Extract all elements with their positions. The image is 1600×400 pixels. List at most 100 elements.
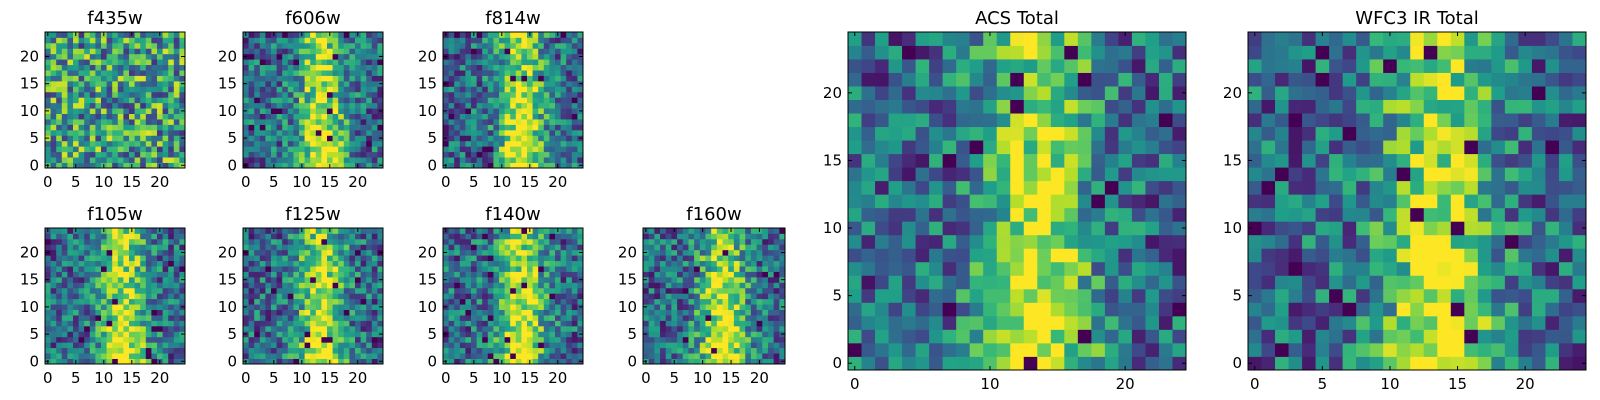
heatmap-cell [532,37,539,44]
heatmap-cell [722,298,729,305]
heatmap-cell [487,342,494,349]
heatmap-cell [371,260,378,267]
heatmap-cell [711,353,718,359]
heatmap-cell [902,356,916,371]
heatmap-cell [173,162,180,169]
heatmap-cell [332,255,339,262]
heatmap-cell [84,91,91,98]
heatmap-cell [321,238,328,245]
heatmap-cell [332,238,339,245]
heatmap-cell [162,32,169,38]
heatmap-cell [101,86,107,93]
heatmap-cell [521,113,528,120]
heatmap-cell [515,64,522,71]
heatmap-cell [711,249,718,256]
y-tick-label: 0 [29,156,39,174]
heatmap-cell [482,233,489,240]
heatmap-cell [482,342,489,349]
heatmap-cell [577,140,584,147]
heatmap-cell [366,80,373,87]
heatmap-cell [915,167,930,182]
heatmap-cell [157,64,163,71]
heatmap-cell [739,320,746,327]
heatmap-cell [454,260,461,267]
heatmap-cell [299,91,305,98]
heatmap-cell [151,287,158,294]
heatmap-cell [454,331,461,338]
heatmap-cell [888,207,903,222]
heatmap-cell [750,331,757,338]
heatmap-cell [349,97,356,104]
heatmap-cell [140,315,147,321]
heatmap-cell [254,298,261,305]
heatmap-cell [168,48,175,55]
heatmap-cell [287,91,294,98]
heatmap-cell [1037,275,1052,290]
heatmap-cell [779,353,786,359]
heatmap-cell [465,91,472,98]
heatmap-cell [61,32,68,38]
heatmap-cell [168,260,175,267]
heatmap-cell [315,358,322,365]
heatmap-cell [482,255,489,262]
heatmap-cell [476,233,483,240]
heatmap-cell [848,248,862,263]
heatmap-cell [282,298,289,305]
heatmap-cell [471,347,477,354]
heatmap-cell [343,146,350,153]
heatmap-cell [95,140,102,147]
heatmap-cell [355,336,361,343]
heatmap-cell [448,124,455,131]
heatmap-cell [538,238,545,245]
heatmap-cell [271,42,277,49]
heatmap-cell [254,233,261,240]
heatmap-cell [349,353,356,359]
heatmap-cell [767,298,775,305]
heatmap-cell [756,233,763,240]
heatmap-cell [515,249,522,256]
heatmap-cell [168,113,175,120]
heatmap-cell [315,255,322,262]
heatmap-cell [487,48,494,55]
heatmap-cell [151,309,158,316]
heatmap-cell [355,42,361,49]
heatmap-cell [983,315,998,330]
heatmap-cell [716,287,723,294]
heatmap-cell [745,315,752,321]
heatmap-cell [543,151,550,158]
heatmap-cell [162,287,169,294]
heatmap-cell [157,249,163,256]
heatmap-cell [682,276,689,283]
heatmap-cell [543,108,550,114]
heatmap-cell [254,64,261,71]
heatmap-cell [728,304,735,310]
heatmap-cell [349,129,356,136]
heatmap-cell [454,102,461,109]
heatmap-cell [671,347,678,354]
heatmap-cell [682,260,689,267]
heatmap-cell [293,80,300,87]
heatmap-cell [739,353,746,359]
heatmap-cell [45,266,51,272]
heatmap-cell [521,249,528,256]
heatmap-cell [527,271,533,278]
heatmap-cell [476,157,483,163]
heatmap-cell [162,304,169,310]
axes-frame [642,227,786,365]
heatmap-cell [448,228,455,234]
heatmap-cell [549,228,556,234]
heatmap-cell [476,282,483,289]
heatmap-cell [254,48,261,55]
heatmap-cell [377,151,384,158]
heatmap-cell [162,271,169,278]
heatmap-cell [315,129,322,136]
heatmap-cell [287,70,294,76]
y-tick-label: 5 [29,129,39,147]
heatmap-cell [560,249,567,256]
heatmap-cell [459,244,466,251]
heatmap-cell [555,37,561,44]
heatmap-cell [61,244,68,251]
heatmap-cell [1064,302,1079,317]
heatmap-cell [549,59,556,66]
heatmap-cell [168,298,175,305]
